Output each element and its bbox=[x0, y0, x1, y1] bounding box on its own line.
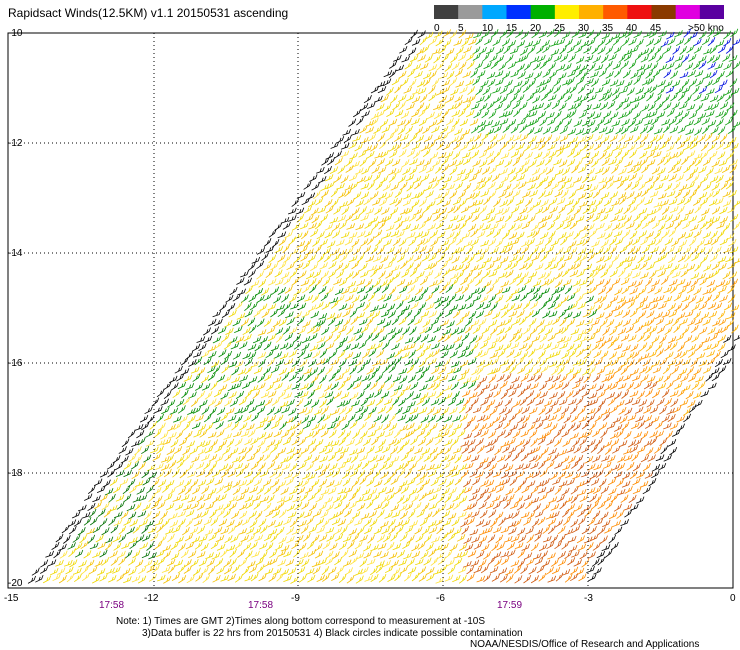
x-tick-label-6: -6 bbox=[436, 594, 445, 604]
y-tick-label-14: -14 bbox=[8, 249, 22, 259]
time-label-1: 17:58 bbox=[99, 601, 124, 611]
y-tick-label-18: -18 bbox=[8, 469, 22, 479]
y-tick-label-20: -20 bbox=[8, 579, 22, 589]
time-label-3: 17:59 bbox=[497, 601, 522, 611]
wind-map bbox=[0, 0, 740, 600]
y-tick-label-12: -12 bbox=[8, 139, 22, 149]
y-tick-label-16: -16 bbox=[8, 359, 22, 369]
x-tick-label-15: -15 bbox=[4, 594, 18, 604]
credit-line: NOAA/NESDIS/Office of Research and Appli… bbox=[470, 639, 699, 650]
y-tick-label-10: -10 bbox=[8, 29, 22, 39]
x-tick-label-0: 0 bbox=[730, 594, 736, 604]
note-line-1: Note: 1) Times are GMT 2)Times along bot… bbox=[116, 616, 485, 627]
x-tick-label-12: -12 bbox=[144, 594, 158, 604]
note-line-2: 3)Data buffer is 22 hrs from 20150531 4)… bbox=[142, 628, 523, 639]
time-label-2: 17:58 bbox=[248, 601, 273, 611]
x-tick-label-9: -9 bbox=[291, 594, 300, 604]
wind-barbs bbox=[28, 28, 740, 583]
x-tick-label-3: -3 bbox=[584, 594, 593, 604]
